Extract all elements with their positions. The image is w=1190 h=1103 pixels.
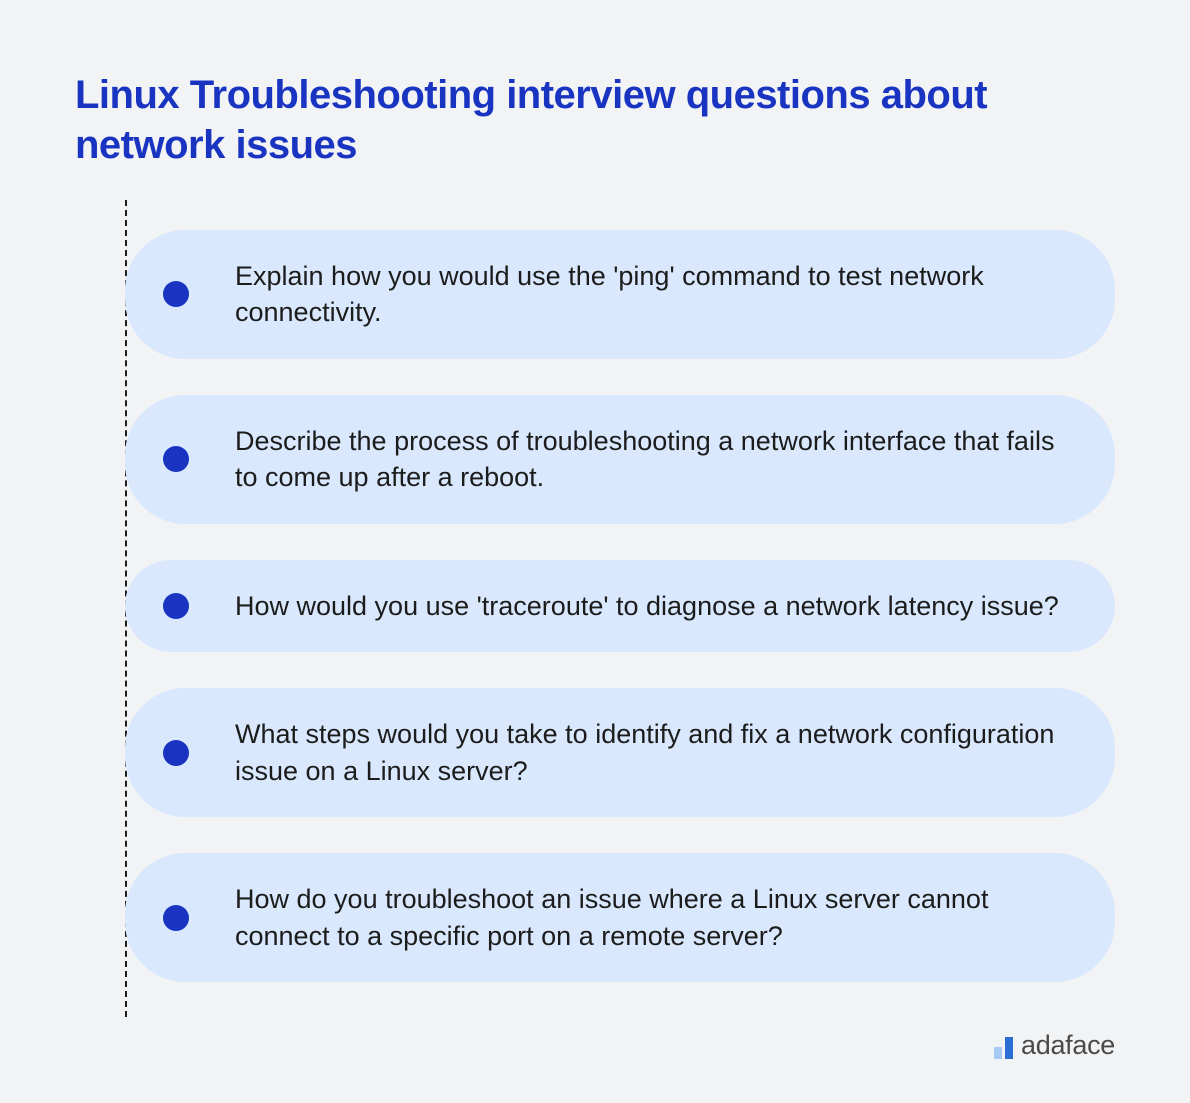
page-title: Linux Troubleshooting interview question…	[75, 70, 1115, 170]
list-item: Describe the process of troubleshooting …	[125, 395, 1115, 524]
logo-text: adaface	[1021, 1032, 1115, 1059]
list-item-text: How do you troubleshoot an issue where a…	[235, 881, 1065, 954]
logo-bars-icon	[994, 1035, 1013, 1059]
bullet-icon	[163, 593, 189, 619]
questions-list: Explain how you would use the 'ping' com…	[75, 230, 1115, 982]
list-item: Explain how you would use the 'ping' com…	[125, 230, 1115, 359]
bullet-icon	[163, 281, 189, 307]
list-item: How would you use 'traceroute' to diagno…	[125, 560, 1115, 652]
list-item-text: What steps would you take to identify an…	[235, 716, 1065, 789]
list-item-text: How would you use 'traceroute' to diagno…	[235, 588, 1065, 624]
list-item: How do you troubleshoot an issue where a…	[125, 853, 1115, 982]
logo-bar-2	[1005, 1037, 1013, 1059]
bullet-icon	[163, 740, 189, 766]
logo-bar-1	[994, 1047, 1002, 1059]
list-item-text: Explain how you would use the 'ping' com…	[235, 258, 1065, 331]
list-item-text: Describe the process of troubleshooting …	[235, 423, 1065, 496]
bullet-icon	[163, 905, 189, 931]
list-item: What steps would you take to identify an…	[125, 688, 1115, 817]
footer-logo: adaface	[994, 1032, 1115, 1059]
bullet-icon	[163, 446, 189, 472]
